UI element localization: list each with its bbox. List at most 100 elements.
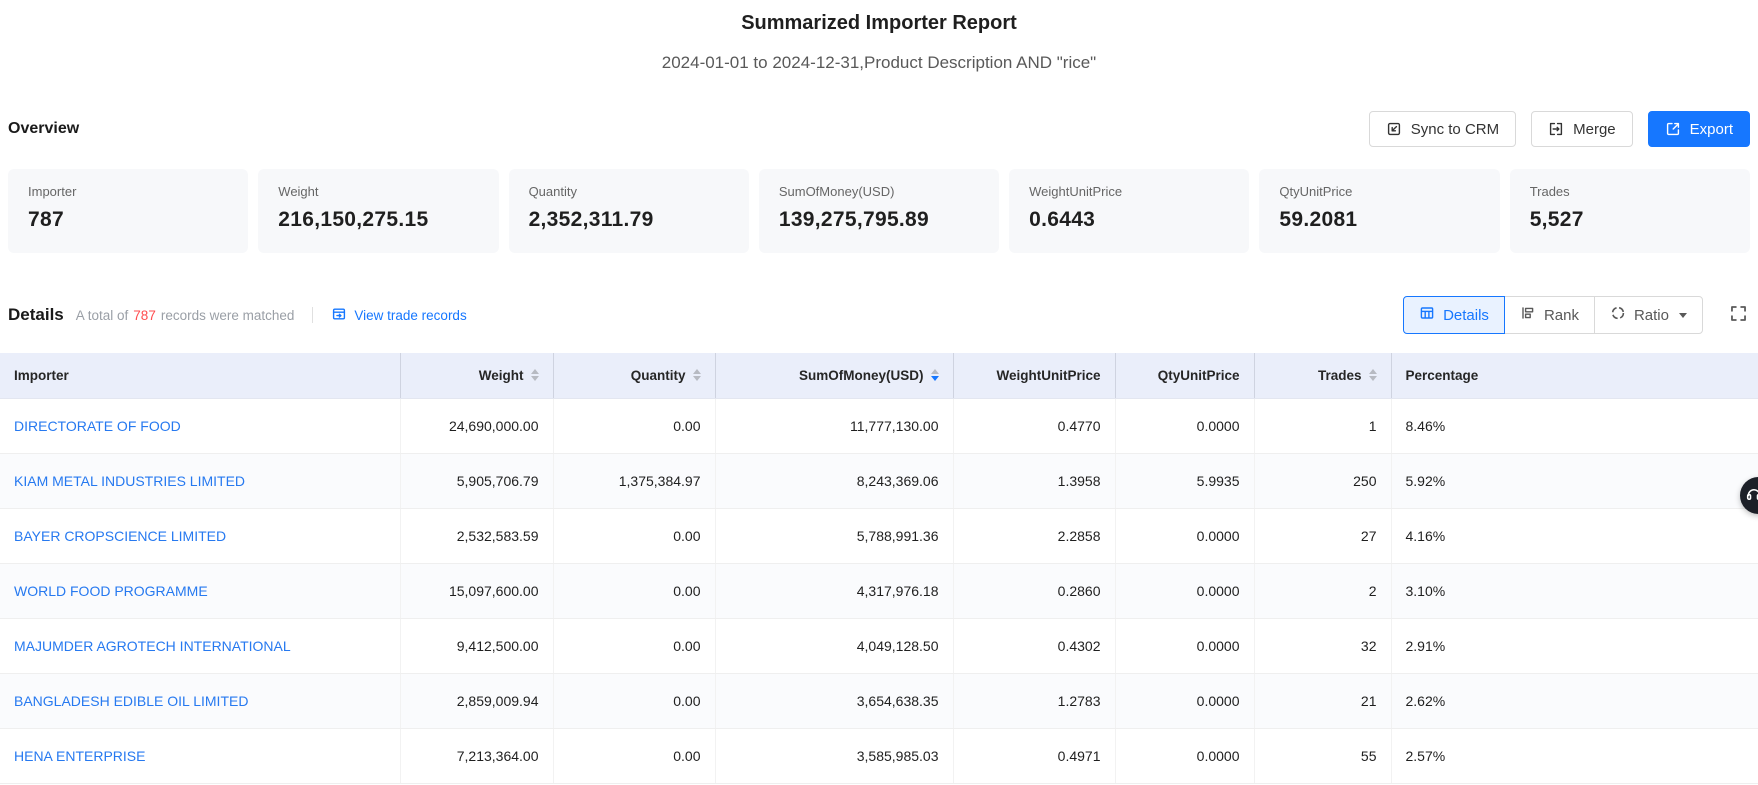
details-bar: Details A total of 787 records were matche…	[0, 296, 1758, 334]
stat-cards: Importer 787 Weight 216,150,275.15 Quantity 2…	[0, 169, 1758, 253]
cell-trades: 250	[1254, 453, 1392, 509]
export-icon	[1665, 121, 1681, 137]
cell-qtyunitprice: 0.0000	[1115, 398, 1255, 454]
table-row: HENA ENTERPRISE 7,213,364.00 0.00 3,585,985…	[0, 728, 1758, 784]
column-label: WeightUnitPrice	[996, 367, 1101, 383]
overview-actions: Sync to CRM Merge Export	[1368, 111, 1750, 147]
view-controls: Details Rank Ratio	[1403, 296, 1750, 334]
fullscreen-icon	[1729, 304, 1748, 326]
cell-qtyunitprice: 0.0000	[1115, 618, 1255, 674]
column-label: Quantity	[630, 367, 686, 383]
column-header-trades[interactable]: Trades	[1254, 353, 1392, 399]
cell-trades: 21	[1254, 673, 1392, 729]
cell-sumofmoney-usd: 4,049,128.50	[715, 618, 954, 674]
overview-heading: Overview	[8, 120, 80, 137]
support-button[interactable]	[1740, 477, 1758, 514]
report-header: Summarized Importer Report 2024-01-01 to…	[0, 0, 1758, 74]
cell-quantity: 0.00	[553, 508, 716, 564]
view-trade-records-link[interactable]: View trade records	[331, 306, 467, 325]
cell-quantity: 0.00	[553, 398, 716, 454]
sort-carets[interactable]	[1368, 369, 1377, 382]
importer-link[interactable]: DIRECTORATE OF FOOD	[14, 417, 181, 434]
tab-rank-label: Rank	[1543, 306, 1579, 324]
cell-percentage: 2.62%	[1391, 673, 1758, 729]
cell-percentage: 4.16%	[1391, 508, 1758, 564]
fullscreen-button[interactable]	[1727, 302, 1750, 328]
importer-link[interactable]: HENA ENTERPRISE	[14, 747, 146, 764]
merge-icon	[1548, 121, 1564, 137]
importer-link[interactable]: KIAM METAL INDUSTRIES LIMITED	[14, 472, 246, 489]
stat-card-sumofmoney-usd: SumOfMoney(USD) 139,275,795.89	[758, 169, 1000, 253]
cell-weight: 15,097,600.00	[400, 563, 554, 619]
sort-carets[interactable]	[692, 369, 701, 382]
cell-importer: HENA ENTERPRISE	[0, 728, 401, 784]
stat-card-label: Quantity	[528, 184, 577, 199]
column-header-importer: Importer	[0, 353, 401, 399]
stat-card-label: Trades	[1529, 184, 1570, 199]
sync-to-crm-button[interactable]: Sync to CRM	[1368, 111, 1517, 147]
importer-link[interactable]: BANGLADESH EDIBLE OIL LIMITED	[14, 692, 249, 709]
overview-bar: Overview Sync to CRM Merge Export	[0, 110, 1758, 148]
column-header-qtyunitprice: QtyUnitPrice	[1115, 353, 1255, 399]
importer-link[interactable]: BAYER CROPSCIENCE LIMITED	[14, 527, 227, 544]
export-button[interactable]: Export	[1647, 111, 1750, 147]
tab-details[interactable]: Details	[1403, 296, 1505, 334]
stat-card-value: 59.2081	[1279, 208, 1358, 231]
sync-to-crm-label: Sync to CRM	[1410, 120, 1500, 138]
rank-bars-icon	[1520, 305, 1536, 325]
stat-card-label: WeightUnitPrice	[1029, 184, 1123, 199]
column-header-sumofmoney-usd[interactable]: SumOfMoney(USD)	[715, 353, 954, 399]
stat-card-value: 5,527	[1529, 208, 1584, 231]
table-header-row: Importer Weight Quantity SumOfMoney(USD) Wei…	[0, 353, 1758, 399]
sort-carets[interactable]	[930, 369, 939, 382]
column-label: SumOfMoney(USD)	[799, 367, 924, 383]
stat-card-value: 0.6443	[1029, 208, 1096, 231]
stat-card-quantity: Quantity 2,352,311.79	[508, 169, 749, 253]
vertical-divider	[312, 307, 314, 323]
cell-percentage: 2.57%	[1391, 728, 1758, 784]
cell-weightunitprice: 0.4971	[953, 728, 1116, 784]
cell-sumofmoney-usd: 4,317,976.18	[715, 563, 954, 619]
column-header-percentage: Percentage	[1391, 353, 1758, 399]
cell-importer: WORLD FOOD PROGRAMME	[0, 563, 401, 619]
column-label: Importer	[14, 367, 69, 383]
cell-percentage: 2.91%	[1391, 618, 1758, 674]
tab-ratio[interactable]: Ratio	[1593, 296, 1703, 334]
cell-trades: 32	[1254, 618, 1392, 674]
headset-icon	[1745, 485, 1758, 506]
cell-sumofmoney-usd: 8,243,369.06	[715, 453, 954, 509]
stat-card-value: 216,150,275.15	[278, 208, 429, 231]
table-row: DIRECTORATE OF FOOD 24,690,000.00 0.00 11,7…	[0, 398, 1758, 454]
cell-qtyunitprice: 0.0000	[1115, 563, 1255, 619]
cell-trades: 2	[1254, 563, 1392, 619]
stat-card-trades: Trades 5,527	[1509, 169, 1750, 253]
cell-trades: 1	[1254, 398, 1392, 454]
column-label: QtyUnitPrice	[1157, 367, 1240, 383]
cell-quantity: 0.00	[553, 618, 716, 674]
table-row: MAJUMDER AGROTECH INTERNATIONAL 9,412,500…	[0, 618, 1758, 674]
chevron-down-icon	[1679, 312, 1687, 318]
importer-link[interactable]: MAJUMDER AGROTECH INTERNATIONAL	[14, 637, 291, 654]
matched-count: 787	[133, 307, 156, 323]
tab-rank[interactable]: Rank	[1503, 296, 1595, 334]
stat-card-weight: Weight 216,150,275.15	[258, 169, 499, 253]
cell-percentage: 3.10%	[1391, 563, 1758, 619]
cell-weight: 7,213,364.00	[400, 728, 554, 784]
sort-carets[interactable]	[530, 369, 539, 382]
stat-card-label: SumOfMoney(USD)	[778, 184, 895, 199]
column-header-quantity[interactable]: Quantity	[553, 353, 716, 399]
importer-link[interactable]: WORLD FOOD PROGRAMME	[14, 582, 208, 599]
column-header-weight[interactable]: Weight	[400, 353, 554, 399]
cell-sumofmoney-usd: 3,585,985.03	[715, 728, 954, 784]
merge-button[interactable]: Merge	[1531, 111, 1633, 147]
cell-weight: 5,905,706.79	[400, 453, 554, 509]
stat-card-qtyunitprice: QtyUnitPrice 59.2081	[1259, 169, 1500, 253]
cell-percentage: 8.46%	[1391, 398, 1758, 454]
cell-importer: MAJUMDER AGROTECH INTERNATIONAL	[0, 618, 401, 674]
cell-weightunitprice: 0.4770	[953, 398, 1116, 454]
page-title: Summarized Importer Report	[741, 12, 1017, 34]
stat-card-label: Importer	[28, 184, 77, 199]
tab-ratio-label: Ratio	[1633, 306, 1669, 324]
cell-importer: KIAM METAL INDUSTRIES LIMITED	[0, 453, 401, 509]
sync-icon	[1386, 121, 1402, 137]
